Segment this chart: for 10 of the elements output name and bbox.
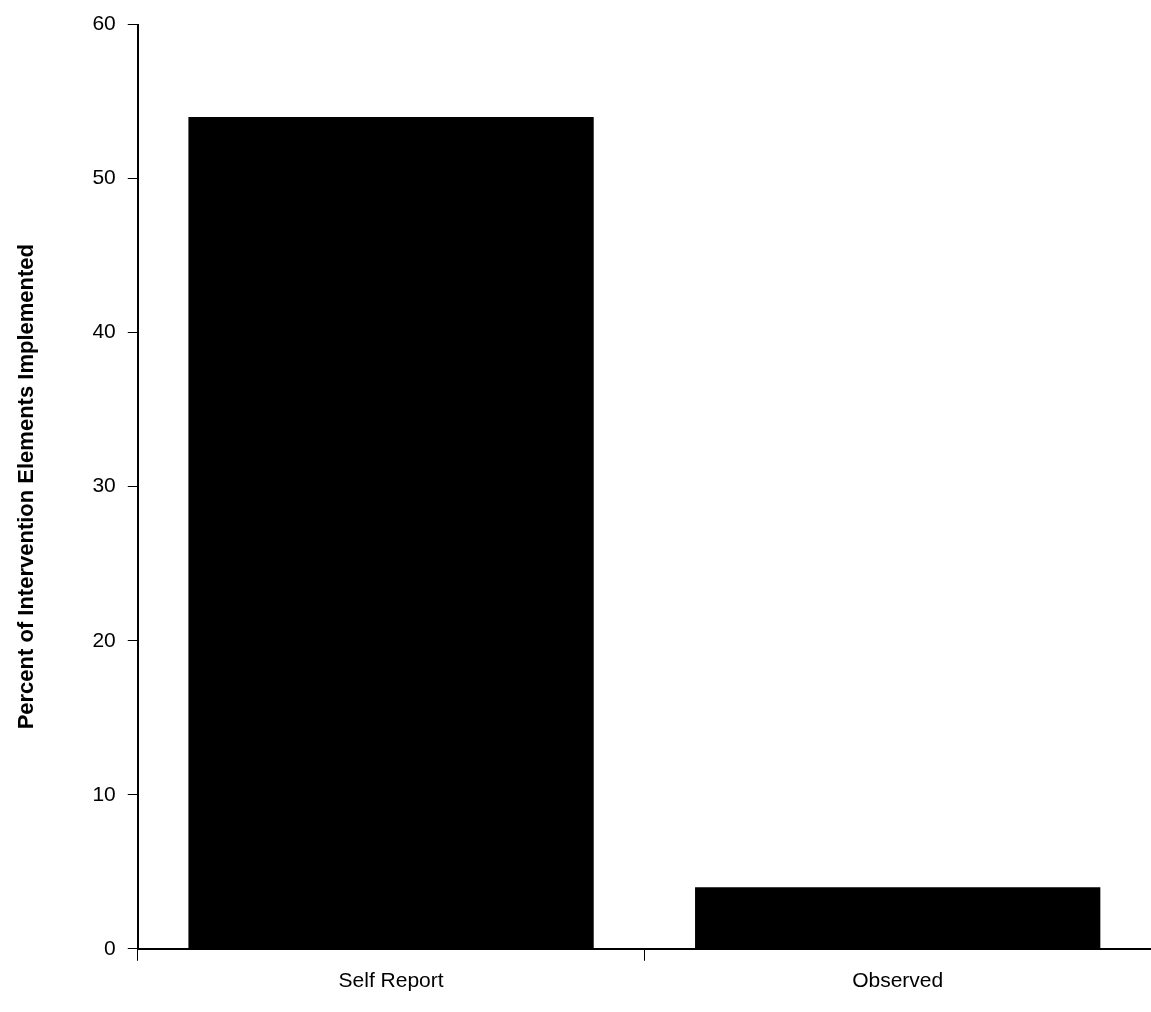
x-tick-label: Observed xyxy=(852,968,944,992)
y-tick-label: 20 xyxy=(92,627,116,651)
y-tick-label: 10 xyxy=(92,781,116,805)
y-tick-label: 30 xyxy=(92,473,116,497)
x-tick-label: Self Report xyxy=(338,968,444,992)
y-tick-label: 0 xyxy=(104,935,116,959)
y-tick-label: 40 xyxy=(92,319,116,343)
y-tick-label: 50 xyxy=(92,165,116,189)
y-axis-title: Percent of Intervention Elements Implemented xyxy=(13,244,39,730)
y-tick-label: 60 xyxy=(92,11,116,35)
